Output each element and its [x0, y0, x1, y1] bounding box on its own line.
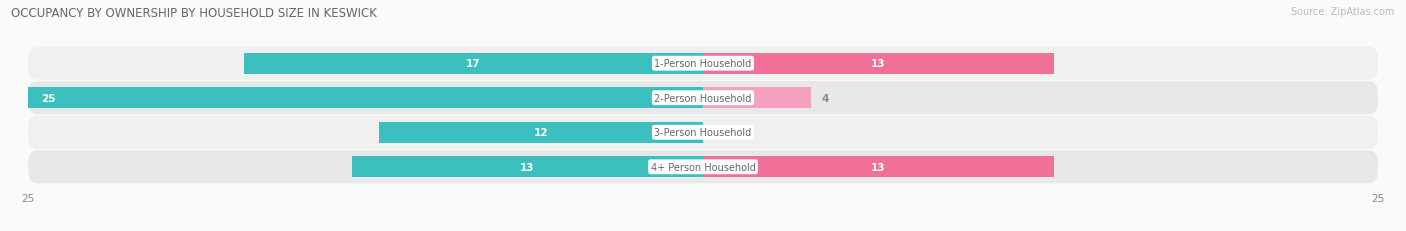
Text: 2-Person Household: 2-Person Household: [654, 93, 752, 103]
Text: 13: 13: [872, 162, 886, 172]
Text: 17: 17: [467, 59, 481, 69]
Text: OCCUPANCY BY OWNERSHIP BY HOUSEHOLD SIZE IN KESWICK: OCCUPANCY BY OWNERSHIP BY HOUSEHOLD SIZE…: [11, 7, 377, 20]
FancyBboxPatch shape: [28, 47, 1378, 80]
Text: 4: 4: [821, 93, 830, 103]
FancyBboxPatch shape: [28, 151, 1378, 184]
FancyBboxPatch shape: [28, 116, 1378, 149]
FancyBboxPatch shape: [28, 82, 1378, 115]
Bar: [703, 53, 1054, 75]
Bar: [703, 156, 1054, 178]
Text: Source: ZipAtlas.com: Source: ZipAtlas.com: [1291, 7, 1395, 17]
Bar: [703, 88, 811, 109]
Text: 13: 13: [520, 162, 534, 172]
Text: 25: 25: [42, 93, 56, 103]
Bar: [380, 122, 703, 143]
Text: 1-Person Household: 1-Person Household: [654, 59, 752, 69]
Text: 0: 0: [717, 128, 724, 138]
Bar: [245, 53, 703, 75]
Text: 13: 13: [872, 59, 886, 69]
Bar: [352, 156, 703, 178]
Text: 3-Person Household: 3-Person Household: [654, 128, 752, 138]
Text: 4+ Person Household: 4+ Person Household: [651, 162, 755, 172]
Bar: [28, 88, 703, 109]
Text: 12: 12: [534, 128, 548, 138]
